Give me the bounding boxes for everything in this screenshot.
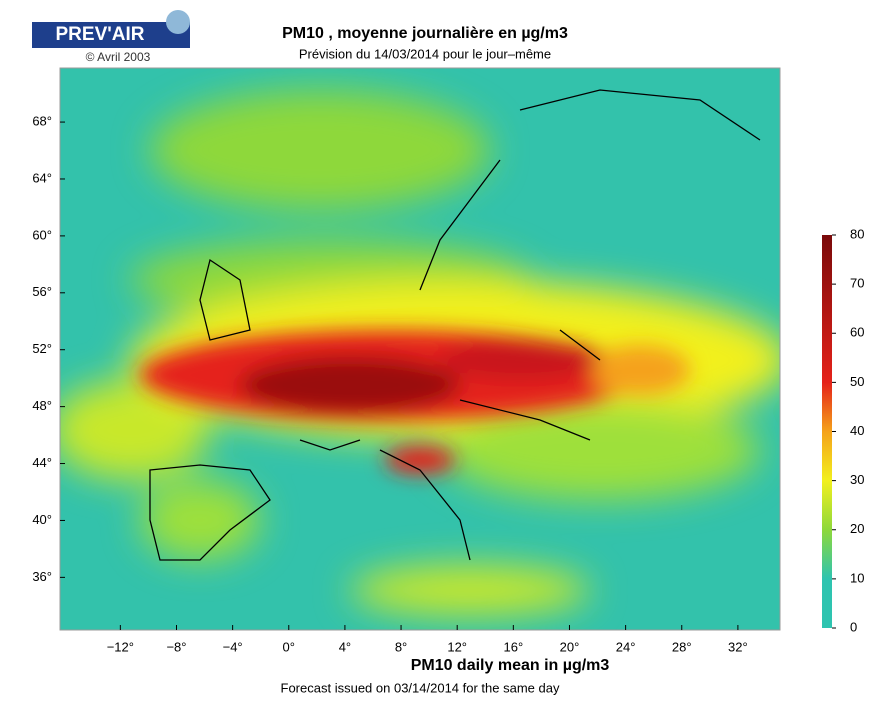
x-tick-label: −4°	[223, 639, 243, 654]
colorbar-tick-label: 60	[850, 325, 864, 340]
subtitle: Prévision du 14/03/2014 pour le jour–mêm…	[299, 46, 551, 61]
logo-globe	[166, 10, 190, 34]
y-tick-label: 44°	[32, 455, 52, 470]
x-tick-label: 0°	[283, 639, 295, 654]
map-frame	[59, 67, 781, 631]
footer-title: PM10 daily mean in µg/m3	[411, 657, 610, 674]
colorbar-tick-label: 50	[850, 374, 864, 389]
y-tick-label: 68°	[32, 114, 52, 129]
x-tick-label: 12°	[447, 639, 467, 654]
y-tick-label: 60°	[32, 227, 52, 242]
y-tick-label: 64°	[32, 170, 52, 185]
x-tick-label: −8°	[166, 639, 186, 654]
y-tick-label: 48°	[32, 398, 52, 413]
colorbar-tick-label: 10	[850, 570, 864, 585]
x-tick-label: 20°	[560, 639, 580, 654]
logo: PREV'AIR	[56, 24, 145, 45]
colorbar	[822, 235, 832, 628]
x-tick-label: 24°	[616, 639, 636, 654]
colorbar-tick-label: 0	[850, 619, 857, 634]
logo-box	[32, 22, 190, 48]
map-field	[60, 68, 780, 630]
y-tick-label: 36°	[32, 569, 52, 584]
colorbar-tick-label: 80	[850, 226, 864, 241]
copyright: © Avril 2003	[86, 50, 151, 64]
x-tick-label: −12°	[107, 639, 134, 654]
colorbar-tick-label: 70	[850, 276, 864, 291]
y-tick-label: 52°	[32, 341, 52, 356]
x-tick-label: 4°	[339, 639, 351, 654]
colorbar-tick-label: 20	[850, 521, 864, 536]
x-tick-label: 32°	[728, 639, 748, 654]
footer-note: Forecast issued on 03/14/2014 for the sa…	[281, 680, 560, 695]
x-tick-label: 8°	[395, 639, 407, 654]
y-tick-label: 56°	[32, 284, 52, 299]
y-tick-label: 40°	[32, 512, 52, 527]
colorbar-tick-label: 40	[850, 423, 864, 438]
colorbar-tick-label: 30	[850, 472, 864, 487]
x-tick-label: 28°	[672, 639, 692, 654]
title: PM10 , moyenne journalière en µg/m3	[282, 25, 568, 42]
x-tick-label: 16°	[503, 639, 523, 654]
